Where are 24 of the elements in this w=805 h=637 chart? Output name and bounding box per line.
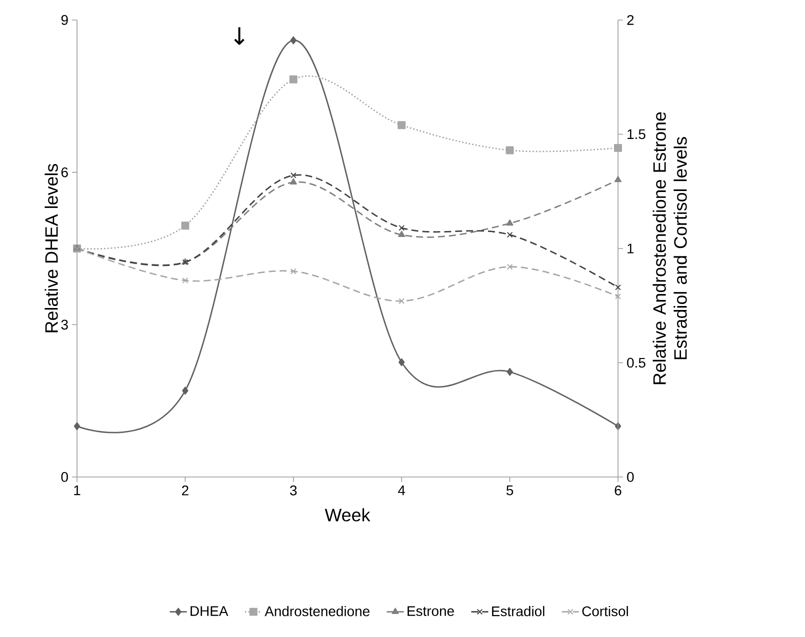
y-tick-label: 0 bbox=[61, 472, 68, 482]
y-tick-label: 3 bbox=[61, 320, 68, 330]
legend-label: Cortisol bbox=[582, 606, 628, 616]
y2-tick-label: 1.5 bbox=[628, 129, 646, 140]
legend-label: Estrone bbox=[408, 606, 454, 616]
legend-label: Androstenedione bbox=[264, 606, 370, 616]
x-axis-title: Week bbox=[324, 508, 370, 522]
x-tick-label: 6 bbox=[614, 485, 622, 496]
x-tick-label: 3 bbox=[290, 485, 297, 496]
y2-tick-label: 2 bbox=[627, 15, 634, 25]
annotation: ↓ bbox=[234, 27, 244, 45]
x-tick-label: 1 bbox=[74, 486, 80, 496]
x-tick-label: 2 bbox=[182, 485, 188, 496]
y2-tick-label: 1 bbox=[628, 244, 634, 254]
y-tick-label: 9 bbox=[61, 15, 68, 25]
legend-label: Estradiol bbox=[492, 606, 544, 616]
x-tick-label: 4 bbox=[398, 486, 406, 496]
legend-label: DHEA bbox=[190, 606, 228, 616]
y2-tick-label: 0.5 bbox=[627, 358, 646, 368]
y-tick-label: 6 bbox=[61, 167, 68, 178]
y-axis-title: Relative DHEA levels bbox=[44, 164, 58, 332]
y2-axis-title: Relative Androstenedione Estrone Estradiol and Cortisol levels bbox=[652, 112, 687, 384]
y2-tick-label: 0 bbox=[627, 472, 634, 482]
x-tick-label: 5 bbox=[506, 486, 514, 496]
